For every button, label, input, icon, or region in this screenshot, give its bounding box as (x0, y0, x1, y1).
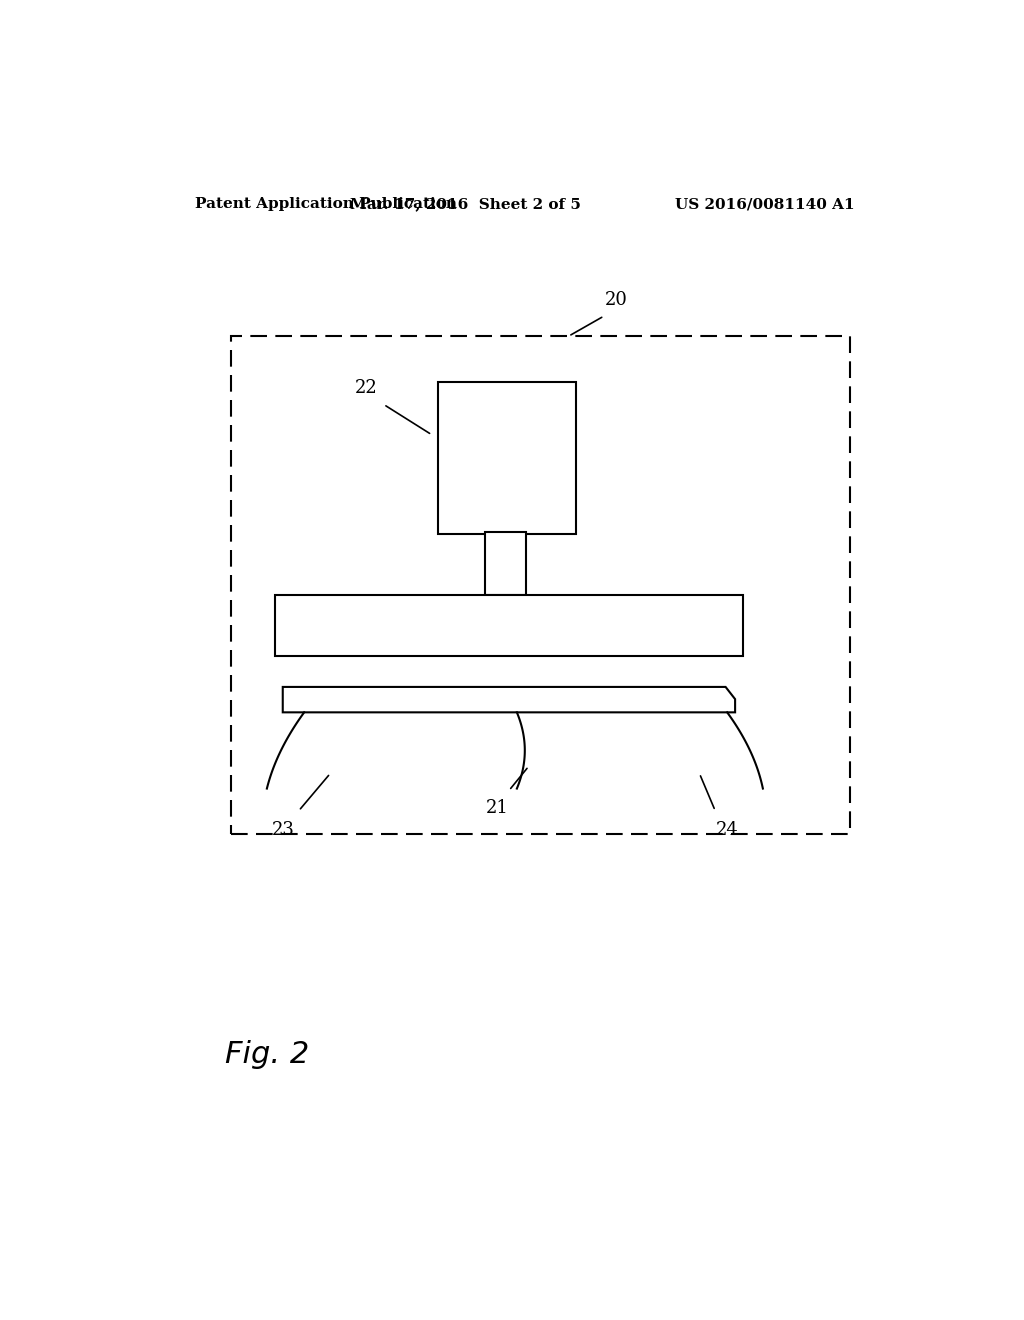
Text: Fig. 2: Fig. 2 (224, 1040, 309, 1069)
Text: US 2016/0081140 A1: US 2016/0081140 A1 (675, 197, 854, 211)
Text: 20: 20 (604, 290, 628, 309)
Text: 21: 21 (485, 799, 509, 817)
Bar (274, 595, 743, 656)
Text: Patent Application Publication: Patent Application Publication (196, 197, 458, 211)
Bar (437, 381, 577, 535)
Text: 23: 23 (271, 821, 294, 840)
Text: 22: 22 (354, 379, 378, 397)
Polygon shape (283, 686, 735, 713)
Bar (231, 337, 850, 834)
Bar (485, 532, 526, 595)
Text: 24: 24 (716, 821, 738, 840)
Text: Mar. 17, 2016  Sheet 2 of 5: Mar. 17, 2016 Sheet 2 of 5 (350, 197, 581, 211)
